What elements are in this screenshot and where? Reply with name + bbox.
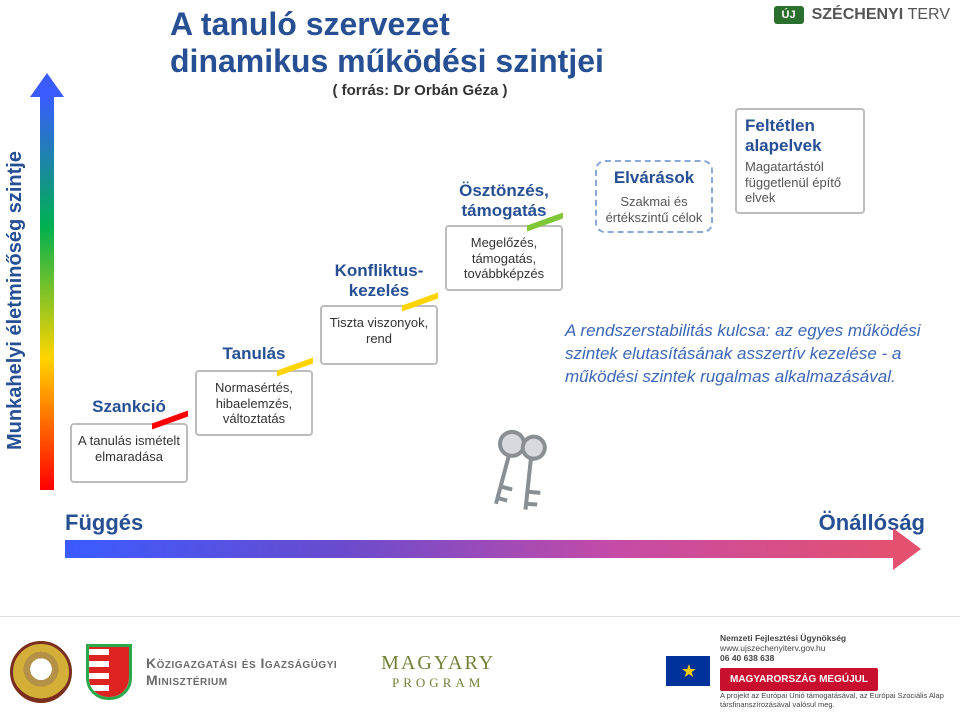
step-szankcio: Szankció A tanulás ismételt elmaradása (70, 423, 188, 483)
ministry-line2: Minisztérium (146, 672, 228, 688)
page-root: A tanuló szervezet dinamikus működési sz… (0, 0, 960, 726)
step-body: Tiszta viszonyok, rend (326, 315, 432, 346)
steps-area: Szankció A tanulás ismételt elmaradása T… (70, 130, 930, 490)
nfo-line2: www.ujszechenyiterv.gov.hu (720, 643, 826, 653)
h-label-left: Függés (65, 510, 143, 536)
dash-body: Szakmai és értékszintű célok (603, 194, 705, 225)
seal-icon (10, 641, 72, 703)
title-block: A tanuló szervezet dinamikus működési sz… (170, 6, 670, 99)
magyary-line1: MAGYARY (381, 652, 495, 675)
step-konfliktus: Konfliktus-kezelés Tiszta viszonyok, ren… (320, 305, 438, 365)
stability-note: A rendszerstabilitás kulcsa: az egyes mű… (565, 320, 925, 389)
ministry-line1: Közigazgatási és Igazságügyi (146, 655, 337, 671)
step-title: Ösztönzés, támogatás (447, 181, 561, 221)
rt-body: Magatartástól függetlenül építő elvek (745, 159, 855, 206)
step-osztonzes: Ösztönzés, támogatás Megelőzés, támogatá… (445, 225, 563, 291)
logo-text: SZÉCHENYI TERV (812, 6, 950, 24)
horizontal-arrow (65, 540, 895, 558)
mm-badge: MAGYARORSZÁG MEGÚJUL (720, 668, 878, 691)
footer-left: Közigazgatási és Igazságügyi Minisztériu… (10, 641, 495, 703)
horizontal-arrow-wrap: Függés Önállóság (65, 510, 925, 590)
box-elvarasok: Elvárások Szakmai és értékszintű célok (595, 160, 713, 233)
footer-right: ★ Nemzeti Fejlesztési Ügynökség www.ujsz… (666, 634, 950, 708)
magyary-line2: PROGRAM (381, 675, 495, 691)
title-source: ( forrás: Dr Orbán Géza ) (170, 82, 670, 99)
logo-badge-uj: ÚJ (774, 6, 804, 24)
y-axis-label-text: Munkahelyi életminőség szintje (4, 151, 27, 450)
step-body: Normasértés, hibaelemzés, változtatás (201, 380, 307, 427)
step-title: Tanulás (197, 344, 311, 364)
eu-flag-icon: ★ (666, 656, 710, 686)
mm-row: MAGYARORSZÁG MEGÚJUL (720, 668, 950, 691)
footer: Közigazgatási és Igazságügyi Minisztériu… (0, 616, 960, 726)
nfo-line1: Nemzeti Fejlesztési Ügynökség (720, 633, 846, 643)
y-axis-label: Munkahelyi életminőség szintje (2, 120, 28, 480)
step-tanulas: Tanulás Normasértés, hibaelemzés, változ… (195, 370, 313, 436)
rt-title: Feltétlen alapelvek (745, 116, 855, 155)
esf-text: A projekt az Európai Unió támogatásával,… (720, 691, 950, 709)
nfo-line3: 06 40 638 638 (720, 653, 774, 663)
ministry-text: Közigazgatási és Igazságügyi Minisztériu… (146, 655, 337, 687)
magyary-logo: MAGYARY PROGRAM (381, 652, 495, 691)
nfo-block: Nemzeti Fejlesztési Ügynökség www.ujszec… (720, 634, 950, 663)
title-line-2: dinamikus működési szintjei (170, 43, 670, 80)
vertical-arrow (40, 95, 54, 490)
dash-title: Elvárások (603, 168, 705, 188)
step-body: A tanulás ismételt elmaradása (76, 433, 182, 464)
step-body: Megelőzés, támogatás, továbbképzés (451, 235, 557, 282)
box-feltetlen: Feltétlen alapelvek Magatartástól függet… (735, 108, 865, 214)
step-title: Szankció (72, 397, 186, 417)
footer-right-text: Nemzeti Fejlesztési Ügynökség www.ujszec… (720, 634, 950, 708)
step-title: Konfliktus-kezelés (322, 261, 436, 301)
logo-text-b: TERV (908, 6, 950, 23)
title-line-1: A tanuló szervezet (170, 6, 670, 43)
logo-text-a: SZÉCHENYI (812, 6, 908, 23)
crest-icon (86, 644, 132, 700)
logo-szechenyi: ÚJ SZÉCHENYI TERV (774, 6, 950, 24)
